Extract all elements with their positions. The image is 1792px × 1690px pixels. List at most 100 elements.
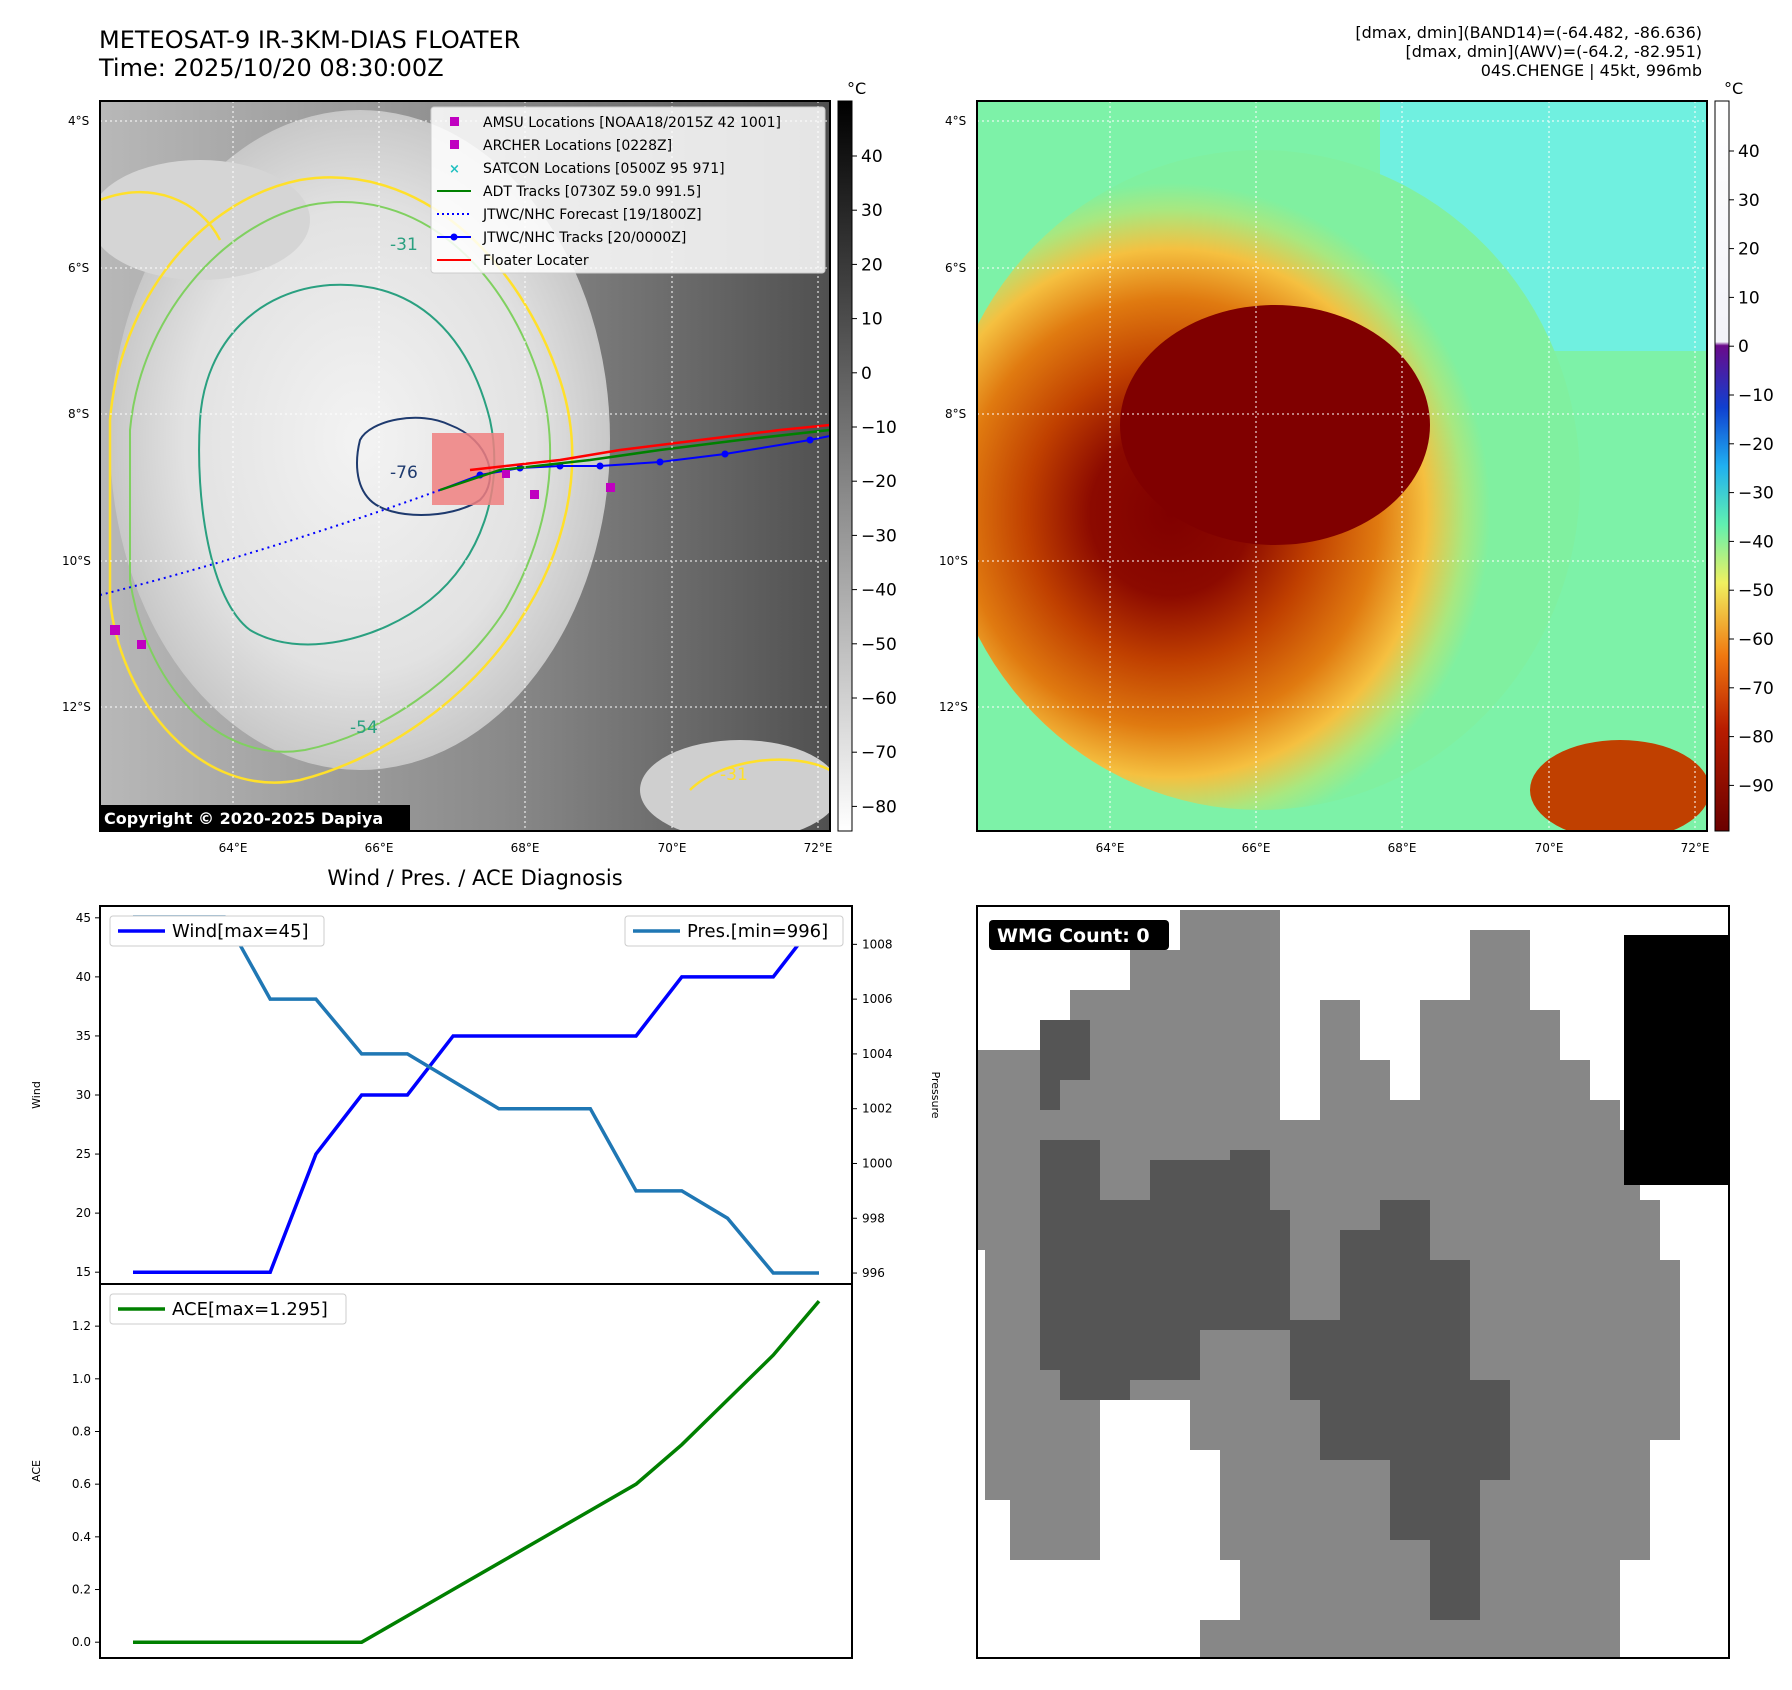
colorbar-tick-label: −10 [1738,386,1774,406]
colorbar-tick-label: −40 [861,581,897,601]
enh-lat-labels: 4°S 6°S 8°S 10°S 12°S [939,114,968,714]
colorbar-tick-label: −10 [861,418,897,438]
colorbar-tick-label: 30 [1738,191,1760,211]
svg-text:70°E: 70°E [1535,841,1564,855]
svg-text:4°S: 4°S [68,114,89,128]
y-tick-label: 0.8 [72,1424,91,1438]
ir-lon-labels: 64°E 66°E 68°E 70°E 72°E [219,841,833,855]
colorbar-tick-label: 40 [1738,142,1760,162]
y-tick-label: 20 [76,1206,91,1220]
title-time: Time: 2025/10/20 08:30:00Z [99,54,444,82]
y2-tick-label: 998 [862,1211,885,1225]
legend-label: JTWC/NHC Forecast [19/1800Z] [482,207,702,223]
enh-gridlines [977,101,1707,831]
legend-marker [450,140,459,149]
colorbar-tick-label: 0 [861,364,872,384]
y-tick-label: 0.4 [72,1530,91,1544]
copyright-box [100,805,410,831]
colorbar-tick-label: −30 [861,526,897,546]
legend-label: ACE[max=1.295] [172,1299,328,1320]
y-tick-label: 40 [76,970,91,984]
y-tick-label: 15 [76,1265,91,1279]
colorbar-tick-label: −70 [1738,679,1774,699]
title-satellite: METEOSAT-9 IR-3KM-DIAS FLOATER [99,26,521,54]
archer-marker [137,640,146,649]
svg-text:8°S: 8°S [945,407,966,421]
colorbar-tick-label: −60 [861,689,897,709]
colorbar-tick-label: −80 [861,797,897,817]
svg-text:4°S: 4°S [945,114,966,128]
svg-text:64°E: 64°E [1096,841,1125,855]
contour-label: -54 [350,718,378,738]
y-tick-label: 0.6 [72,1477,91,1491]
svg-text:66°E: 66°E [1242,841,1271,855]
enh-colorbar: °C 40 30 20 10 0 −10 −20 −30 −40 −50 −60 −70 −80 −90 [1714,79,1774,832]
colorbar-tick-label: −80 [1738,728,1774,748]
legend-label: AMSU Locations [NOAA18/2015Z 42 1001] [483,115,781,131]
legend-entry: Floater Locater [437,253,589,269]
colorbar-tick-label: −20 [861,472,897,492]
chart-legend: ACE[max=1.295] [109,1293,347,1325]
legend-marker: × [449,162,460,177]
legend-label: SATCON Locations [0500Z 95 971] [483,161,725,177]
y-axis-label: Wind [30,1081,43,1109]
y2-tick-label: 1006 [862,992,893,1006]
floater-track [469,423,830,472]
svg-text:72°E: 72°E [1681,841,1710,855]
svg-text:66°E: 66°E [365,841,394,855]
wmg-panel: WMG Count: 0 [976,905,1730,1659]
contour-label: -76 [390,463,418,483]
contour-mid [129,201,552,753]
ir-colorbar: °C 40 30 20 10 0 −10 −20 −30 −40 −50 −60 −70 −80 [837,79,897,832]
svg-text:8°S: 8°S [68,407,89,421]
legend-label: Pres.[min=996] [687,921,828,942]
y-tick-label: 0.2 [72,1583,91,1597]
diag-title: Wind / Pres. / ACE Diagnosis [327,866,622,890]
y2-axis-label: Pressure [929,1072,942,1119]
wind-pressure-chart: 15 20 25 30 35 40 45 Wind 996 998 1000 1002 1004 1006… [30,905,942,1285]
y-tick-label: 30 [76,1088,91,1102]
track-legend: AMSU Locations [NOAA18/2015Z 42 1001] ARC… [430,106,826,274]
colorbar-tick-label: 10 [1738,288,1760,308]
svg-text:64°E: 64°E [219,841,248,855]
contour-cold [198,283,496,646]
figure-title: METEOSAT-9 IR-3KM-DIAS FLOATER Time: 202… [99,26,520,82]
colorbar-tick-label: 10 [861,310,883,330]
adt-track [439,428,830,492]
y2-tick-label: 1004 [862,1047,893,1061]
series-line [133,1299,821,1644]
floater-locater-box [432,433,504,505]
svg-text:10°S: 10°S [62,554,91,568]
svg-text:12°S: 12°S [939,700,968,714]
svg-text:72°E: 72°E [804,841,833,855]
legend-label: Wind[max=45] [172,921,309,942]
legend-entry: JTWC/NHC Tracks [20/0000Z] [437,230,686,246]
colorbar-tick-label: 20 [861,255,883,275]
copyright-text: Copyright © 2020-2025 Dapiya [104,809,383,828]
legend-entry: ARCHER Locations [0228Z] [450,138,672,154]
colorbar-tick-label: −60 [1738,630,1774,650]
chart-legend: Pres.[min=996] [624,915,844,947]
svg-text:68°E: 68°E [511,841,540,855]
ir-lat-labels: 4°S 6°S 8°S 10°S 12°S [62,114,91,714]
legend-label: ARCHER Locations [0228Z] [483,138,672,154]
y-tick-label: 25 [76,1147,91,1161]
series-line [133,916,821,1274]
svg-text:6°S: 6°S [68,261,89,275]
legend-entry: JTWC/NHC Forecast [19/1800Z] [437,207,702,223]
jtwc-forecast-track [100,489,441,596]
svg-text:10°S: 10°S [939,554,968,568]
y-tick-label: 45 [76,911,91,925]
y2-tick-label: 1008 [862,937,893,951]
svg-text:6°S: 6°S [945,261,966,275]
legend-marker [450,117,459,126]
colorbar-tick-label: −40 [1738,532,1774,552]
y2-tick-label: 1002 [862,1102,893,1116]
colorbar-tick-label: 20 [1738,240,1760,260]
enh-colorbar-unit: °C [1724,79,1743,98]
y2-tick-label: 1000 [862,1156,893,1170]
enh-lon-labels: 64°E 66°E 68°E 70°E 72°E [1096,841,1710,855]
awv-stats: [dmax, dmin](AWV)=(-64.2, -82.951) [1405,42,1702,61]
wmg-count-label: WMG Count: 0 [997,925,1150,947]
